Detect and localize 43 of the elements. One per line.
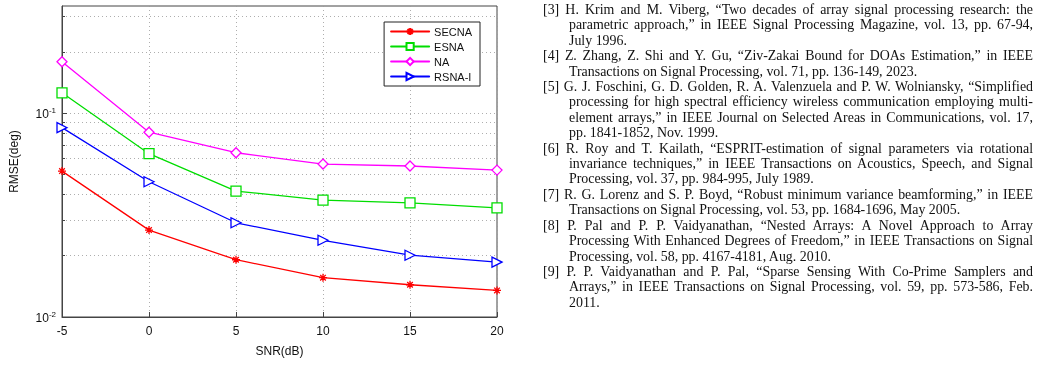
text: [3] H. Krim and M. Viberg, “Two decades of array signal processing research: the parametric approach,” in IEEE Signal Processing Magazine, vol. 13, pp. 67-94, July 1996. [543,2,1033,49]
point [57,166,67,176]
point [143,176,155,188]
point [492,285,502,296]
x-tick-label: 5 [232,324,240,338]
point [318,273,328,283]
x-tick-label: 15 [403,324,417,338]
x-tick-label: 10 [316,324,330,338]
point [144,225,154,235]
text: [9] P. P. Vaidyanathan and P. Pal, “Sparse Sensing With Co-Prime Samplers and Arrays,” in IEEE Transactions on Signal Processing, vol. 59, pp. 573-586, Feb. 2011. [543,263,1033,311]
point [143,126,155,138]
point [491,256,503,268]
x-tick-label: 20 [490,324,504,338]
point [231,255,241,265]
legend-label: SECNA [434,25,473,38]
point [491,164,503,176]
legend-label: ESNA [434,40,465,53]
point [491,202,503,214]
legend-label: NA [434,55,451,68]
point [317,194,329,206]
text: [8] P. Pal and P. P. Vaidyanathan, “Nested Arrays: A Novel Approach to Array Processing With Enhanced Degrees of Freedom,” in IEEE Transactions on Signal Processing, vol. 58, pp. 4167-4181, Aug. 2010. [543,217,1033,264]
text: [6] R. Roy and T. Kailath, “ESPRIT-estimation of signal parameters via rotational invariance techniques,” in IEEE Transactions on Acoustics, Speech, and Signal Processing, vol. 37, pp. 984-995, July 1989. [543,140,1033,187]
text: [7] R. G. Lorenz and S. P. Boyd, “Robust minimum variance beamforming,” in IEEE Transactions on Signal Processing, vol. 53, pp. 1684-1696, May 2005. [543,186,1033,218]
point [143,148,155,160]
point [404,197,416,209]
point [230,217,242,229]
text: [4] Z. Zhang, Z. Shi and Y. Gu, “Ziv-Zakai Bound for DOAs Estimation,” in IEEE Transactions on Signal Processing, vol. 71, pp. 136-149, 2023. [543,48,1033,80]
point [405,280,415,290]
point [317,234,329,246]
point [56,87,68,99]
point [404,249,416,261]
point [56,56,68,68]
y-tick-label: 10$^{-2}$ [35,309,56,325]
x-tick-label: -5 [56,324,68,338]
point [56,121,68,134]
text: [5] G. J. Foschini, G. D. Golden, R. A. Valenzuela and P. W. Wolniansky, “Simplified processing for high spectral efficiency wireless communication employing multi-element arrays,” in IEEE Journal on Selected Areas in Communications, vol. 17, pp. 1841-1852, Nov. 1999. [543,79,1033,141]
y-tick-label: 10$^{-1}$ [35,105,56,121]
point [230,185,242,197]
x-tick-label: 0 [145,324,153,338]
x-axis-title: SNR(dB) [255,344,304,358]
legend-label: RSNA-I [434,70,472,83]
y-axis-title: RMSE(deg) [7,130,21,193]
point [230,147,242,159]
